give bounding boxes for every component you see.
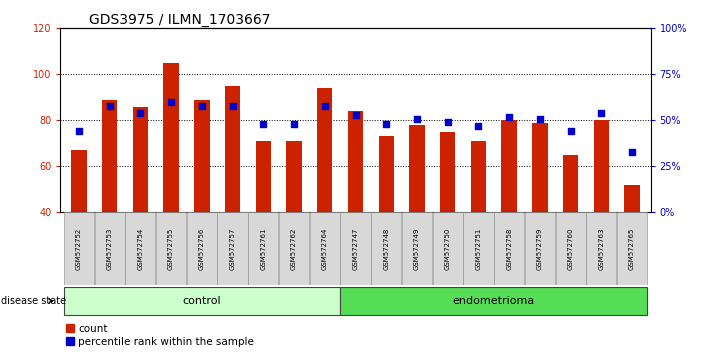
Text: GSM572749: GSM572749	[414, 228, 420, 270]
Bar	[71, 150, 87, 212]
Bar	[501, 120, 517, 212]
Text: disease state: disease state	[1, 296, 66, 306]
Text: GSM572748: GSM572748	[383, 228, 389, 270]
Text: GSM572764: GSM572764	[322, 228, 328, 270]
Bar	[594, 120, 609, 212]
Point	[534, 116, 545, 121]
Text: control: control	[183, 296, 221, 306]
Text: GSM572765: GSM572765	[629, 228, 635, 270]
Bar	[102, 100, 117, 212]
Text: GSM572753: GSM572753	[107, 228, 112, 270]
Point	[503, 114, 515, 120]
Bar	[125, 212, 156, 285]
Text: GSM572755: GSM572755	[168, 228, 174, 270]
Bar	[164, 63, 178, 212]
Point	[626, 149, 638, 154]
Text: endometrioma: endometrioma	[453, 296, 535, 306]
Bar	[410, 125, 424, 212]
Point	[289, 121, 300, 127]
Bar	[218, 212, 247, 285]
Bar	[617, 212, 647, 285]
Bar	[464, 212, 493, 285]
Bar	[194, 100, 210, 212]
Bar	[494, 212, 524, 285]
Point	[380, 121, 392, 127]
Text: GSM572762: GSM572762	[291, 228, 297, 270]
Bar	[587, 212, 616, 285]
Point	[257, 121, 269, 127]
Bar	[256, 141, 271, 212]
Bar	[95, 212, 124, 285]
Text: GSM572760: GSM572760	[567, 227, 574, 270]
Point	[473, 123, 484, 129]
Text: GSM572747: GSM572747	[353, 228, 358, 270]
Bar	[563, 155, 578, 212]
Bar	[533, 123, 547, 212]
Bar	[248, 212, 278, 285]
Bar	[433, 212, 463, 285]
Point	[73, 129, 85, 134]
Bar	[310, 212, 340, 285]
Bar	[348, 111, 363, 212]
Point	[319, 103, 331, 108]
Bar	[341, 212, 370, 285]
Text: GSM572757: GSM572757	[230, 228, 235, 270]
Text: GSM572763: GSM572763	[599, 227, 604, 270]
Bar	[402, 212, 432, 285]
Bar	[525, 212, 555, 285]
Point	[350, 112, 361, 118]
Point	[411, 116, 422, 121]
Bar	[471, 141, 486, 212]
Bar	[440, 132, 455, 212]
Bar	[371, 212, 401, 285]
Text: GSM572758: GSM572758	[506, 228, 512, 270]
Text: GSM572759: GSM572759	[537, 228, 543, 270]
Point	[166, 99, 177, 105]
Text: GSM572754: GSM572754	[137, 228, 144, 270]
Bar	[279, 212, 309, 285]
Text: GSM572751: GSM572751	[476, 228, 481, 270]
Point	[596, 110, 607, 116]
Text: GSM572750: GSM572750	[444, 228, 451, 270]
Point	[104, 103, 115, 108]
Bar	[156, 212, 186, 285]
Text: GSM572761: GSM572761	[260, 227, 267, 270]
Bar	[340, 287, 648, 315]
Text: GDS3975 / ILMN_1703667: GDS3975 / ILMN_1703667	[89, 12, 270, 27]
Bar	[317, 88, 333, 212]
Point	[196, 103, 208, 108]
Bar	[133, 107, 148, 212]
Bar	[225, 86, 240, 212]
Bar	[187, 212, 217, 285]
Text: GSM572756: GSM572756	[199, 228, 205, 270]
Point	[442, 119, 454, 125]
Bar	[63, 287, 340, 315]
Legend: count, percentile rank within the sample: count, percentile rank within the sample	[65, 324, 254, 347]
Point	[565, 129, 577, 134]
Point	[134, 110, 146, 116]
Bar	[378, 136, 394, 212]
Bar	[64, 212, 94, 285]
Point	[227, 103, 238, 108]
Bar	[287, 141, 301, 212]
Bar	[555, 212, 586, 285]
Text: GSM572752: GSM572752	[76, 228, 82, 270]
Bar	[624, 185, 640, 212]
